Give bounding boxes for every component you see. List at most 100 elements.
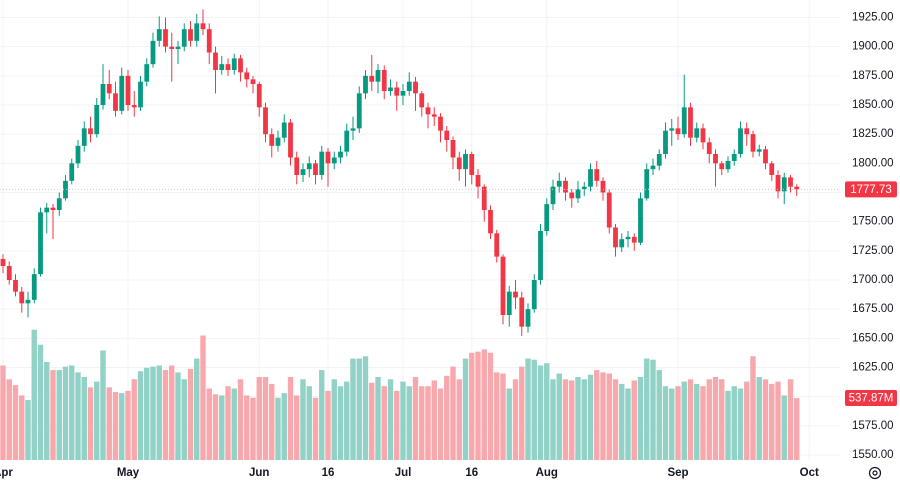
candle-body: [625, 236, 631, 240]
candle-body: [19, 291, 25, 304]
candle-body: [413, 81, 418, 94]
candle-body: [81, 128, 87, 146]
volume-bar: [181, 379, 187, 460]
price-pane: [0, 9, 840, 336]
volume-bar: [350, 358, 356, 460]
candle-body: [363, 75, 368, 94]
volume-bar: [725, 390, 731, 460]
volume-bar: [569, 380, 575, 460]
volume-bar: [581, 379, 587, 460]
candle-body: [200, 23, 206, 30]
volume-bar: [425, 386, 431, 460]
volume-bar: [44, 362, 50, 460]
candle-body: [38, 212, 43, 275]
volume-bar: [687, 379, 694, 460]
volume-bar: [656, 370, 662, 460]
candle-body: [244, 72, 250, 80]
candle-body: [475, 175, 481, 187]
x-tick-label: May: [117, 467, 140, 479]
volume-bar: [550, 379, 556, 460]
candle-body: [744, 128, 750, 135]
y-tick-label: 1850.00: [852, 99, 894, 111]
volume-bar: [556, 373, 562, 460]
candle-body: [238, 58, 243, 73]
volume-bar: [175, 372, 181, 460]
y-tick-label: 1825.00: [852, 128, 894, 140]
candle-body: [275, 137, 281, 146]
volume-bar: [769, 383, 775, 460]
volume-bar: [337, 386, 344, 460]
volume-bar: [119, 393, 125, 460]
candle-body: [250, 79, 256, 84]
candle-body: [0, 259, 6, 266]
volume-bar: [69, 365, 75, 460]
volume-bar: [675, 386, 681, 460]
volume-bar: [419, 386, 425, 460]
volume-bar: [650, 359, 656, 460]
volume-bar: [75, 372, 81, 460]
volume-bar: [700, 386, 706, 460]
candle-body: [188, 29, 193, 41]
last-volume-badge: [845, 389, 897, 406]
candle-body: [69, 163, 75, 181]
candle-body: [631, 236, 637, 243]
volume-bar: [244, 395, 250, 460]
y-tick-label: 1750.00: [852, 216, 894, 228]
candle-body: [406, 81, 412, 91]
candle-body: [513, 291, 518, 298]
volume-bar: [225, 386, 231, 460]
candle-body: [56, 198, 62, 210]
candle-body: [606, 192, 612, 228]
volume-bar: [525, 358, 531, 460]
volume-bar: [50, 370, 56, 460]
volume-bar: [131, 379, 137, 460]
candle-body: [256, 84, 262, 108]
volume-bar: [437, 388, 444, 460]
volume-bar: [731, 386, 737, 460]
volume-bar: [781, 395, 787, 460]
candle-body: [456, 157, 462, 170]
settings-button[interactable]: [868, 466, 882, 480]
volume-bar: [575, 376, 581, 460]
candle-body: [344, 130, 350, 152]
volume-bar: [619, 383, 625, 460]
candle-body: [88, 128, 93, 135]
volume-bar: [487, 352, 494, 460]
y-tick-label: 1575.00: [852, 420, 894, 432]
candle-body: [313, 163, 318, 175]
x-tick-label: 16: [465, 467, 478, 479]
candle-body: [281, 122, 287, 138]
volume-bar: [450, 366, 456, 460]
volume-bar: [462, 358, 469, 460]
volume-bar: [112, 391, 119, 460]
candle-body: [369, 75, 375, 82]
candle-body: [375, 70, 381, 82]
volume-bar: [262, 376, 269, 460]
volume-bar: [594, 370, 600, 460]
candle-body: [381, 70, 387, 91]
candle-body: [600, 180, 606, 193]
candle-body: [419, 93, 425, 108]
volume-bar: [500, 373, 506, 460]
x-tick-label: Jun: [249, 467, 269, 479]
volume-bar: [400, 381, 406, 460]
candle-body: [663, 130, 668, 154]
volume-bar: [469, 352, 475, 460]
candle-body: [763, 149, 768, 164]
candle-body: [181, 29, 187, 47]
axes: 1550.001575.001600.001625.001650.001675.…: [0, 12, 897, 479]
candle-body: [613, 227, 618, 248]
volume-bar: [169, 365, 175, 460]
last-volume-label: 537.87M: [849, 393, 894, 405]
volume-bar: [481, 349, 487, 460]
volume-bar: [150, 366, 156, 460]
volume-bar: [775, 381, 781, 460]
candle-body: [769, 163, 775, 175]
candle-body: [619, 239, 625, 248]
candle-body: [269, 134, 275, 146]
candle-body: [394, 87, 400, 96]
volume-bar: [600, 372, 606, 460]
y-tick-label: 1925.00: [852, 12, 894, 24]
candle-body: [550, 186, 556, 205]
volume-bar: [206, 388, 212, 460]
